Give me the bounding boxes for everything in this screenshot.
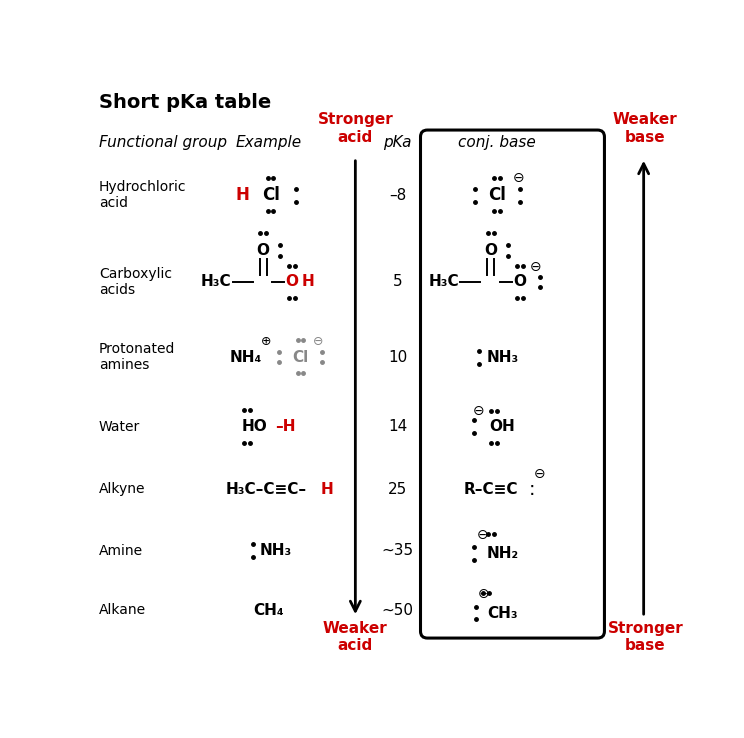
Text: NH₂: NH₂ [487,546,519,561]
Text: Weaker
base: Weaker base [613,112,678,145]
Text: NH₃: NH₃ [260,543,292,558]
Text: ⊖: ⊖ [472,404,484,418]
Text: Cl: Cl [262,187,280,204]
Text: ⊖: ⊖ [534,467,545,481]
Text: H: H [320,482,333,497]
Text: H₃C–C≡C–: H₃C–C≡C– [225,482,307,497]
Text: ~50: ~50 [382,603,414,618]
Text: NH₃: NH₃ [487,350,519,365]
Text: H: H [236,187,250,204]
Text: ⊖: ⊖ [513,171,525,185]
Text: Example: Example [236,135,302,150]
Text: Carboxylic
acids: Carboxylic acids [99,266,172,297]
Text: Water: Water [99,420,140,434]
Text: O: O [286,275,298,289]
Text: HO: HO [242,419,267,434]
Text: Alkane: Alkane [99,603,146,617]
Text: Stronger
acid: Stronger acid [318,112,394,145]
Text: H: H [302,275,315,289]
Text: Short pKa table: Short pKa table [99,93,271,112]
Text: O: O [257,243,269,258]
Text: :: : [529,480,536,499]
Text: Cl: Cl [487,187,506,204]
Text: H₃C: H₃C [429,275,459,289]
Text: ⊕: ⊕ [260,335,272,348]
Text: Functional group: Functional group [99,135,227,150]
Text: 25: 25 [388,482,407,497]
Text: 5: 5 [393,275,403,289]
Text: ⊖: ⊖ [478,587,490,601]
FancyBboxPatch shape [420,130,604,638]
Text: 14: 14 [388,419,407,434]
Text: Protonated
amines: Protonated amines [99,342,175,373]
Text: –8: –8 [389,188,406,203]
Text: ⊖: ⊖ [530,260,542,274]
Text: ⊖: ⊖ [476,528,488,542]
Text: CH₄: CH₄ [254,603,284,618]
Text: CH₃: CH₃ [487,606,518,621]
Text: OH: OH [490,419,516,434]
Text: ⊖: ⊖ [312,335,323,348]
Text: R–C≡C: R–C≡C [464,482,518,497]
Text: Alkyne: Alkyne [99,482,145,496]
Text: O: O [484,243,497,258]
Text: NH₄: NH₄ [230,350,262,365]
Text: Amine: Amine [99,544,143,557]
Text: Hydrochloric
acid: Hydrochloric acid [99,180,186,210]
Text: Cl: Cl [292,350,309,365]
Text: Stronger
base: Stronger base [608,621,683,653]
Text: ~35: ~35 [382,543,414,558]
Text: pKa: pKa [383,135,411,150]
Text: Weaker
acid: Weaker acid [323,621,388,653]
Text: 10: 10 [388,350,407,365]
Text: O: O [513,275,526,289]
Text: H₃C: H₃C [201,275,231,289]
Text: conj. base: conj. base [458,135,536,150]
Text: –H: –H [275,419,295,434]
